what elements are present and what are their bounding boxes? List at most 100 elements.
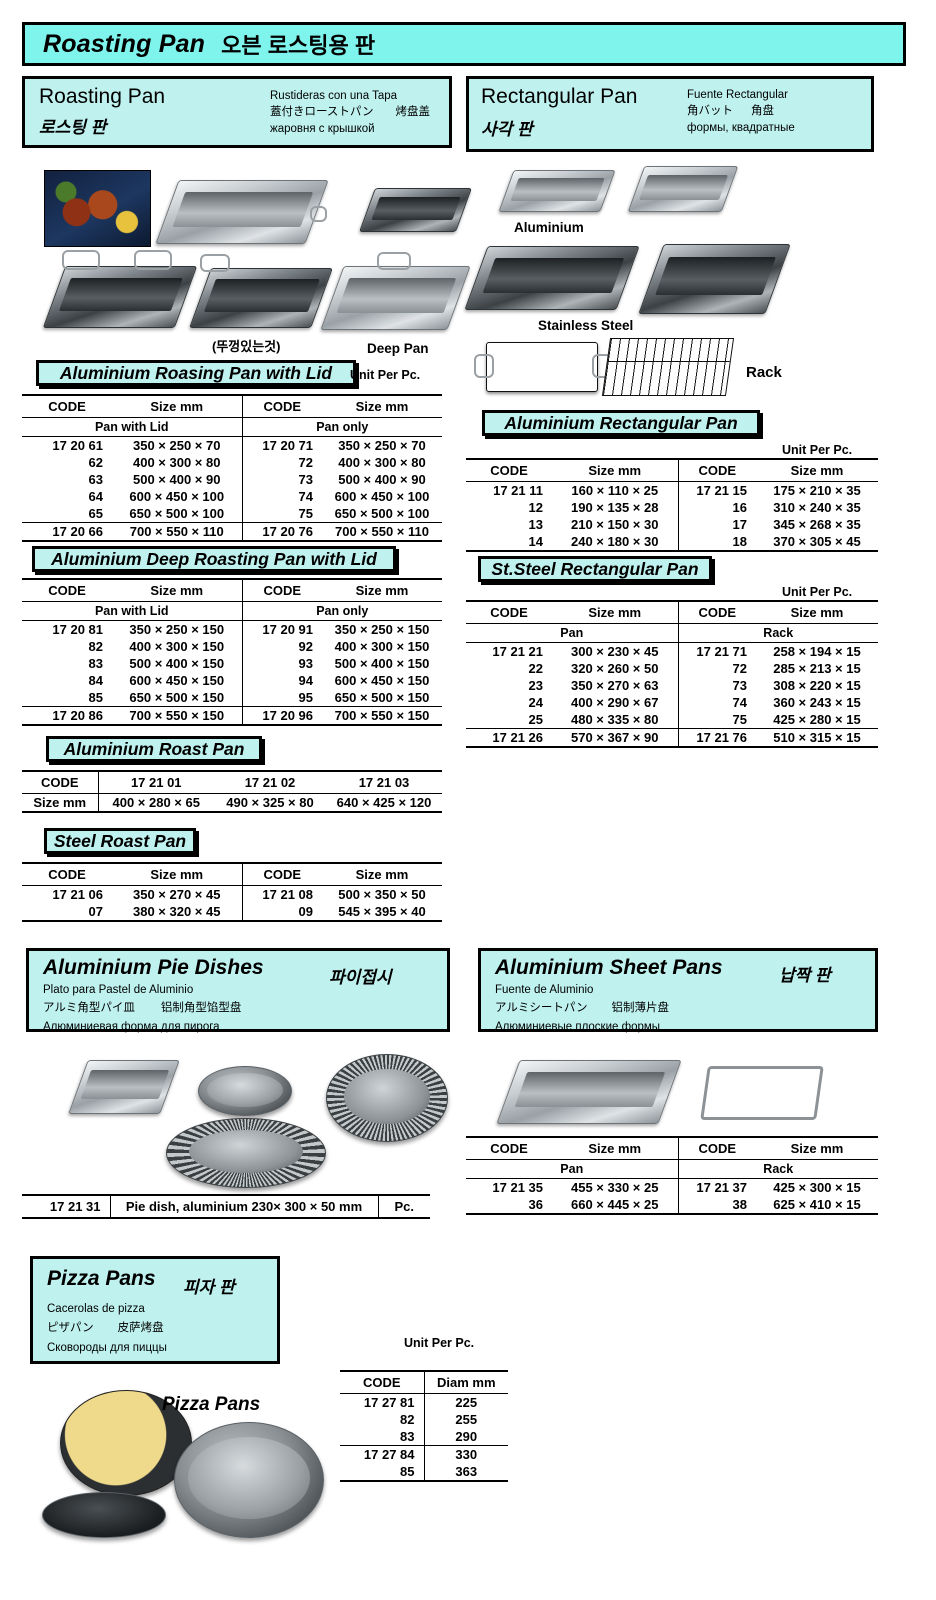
cell-code: 13 [528, 517, 543, 532]
table-row: 25 480 × 335 × 80 75 425 × 280 × 15 [466, 711, 878, 729]
page-banner: Roasting Pan 오븐 로스팅용 판 [22, 22, 906, 66]
cell-code: 17 21 01 [97, 770, 214, 794]
cell-code: 17 21 08 [241, 885, 322, 903]
stainless-steel-label: Stainless Steel [538, 318, 634, 333]
pizza-pans-label: Pizza Pans [162, 1394, 261, 1415]
cell-size: 500 × 400 × 90 [133, 472, 221, 487]
cell-code: 12 [528, 500, 543, 515]
th-code-2: CODE [677, 458, 756, 482]
table-alu-roasting-lid: CODE Size mm CODE Size mm Pan with Lid P… [22, 394, 442, 542]
table-row: 13 210 × 150 × 30 17 345 × 268 × 35 [466, 516, 878, 533]
cell-description: Pie dish, aluminium 230× 300 × 50 mm [109, 1194, 378, 1219]
cell-code: 17 21 02 [214, 770, 326, 794]
section-pizza-cn: 皮萨烤盘 [117, 1322, 164, 1335]
section-rect-es: Fuente Rectangular [687, 89, 789, 101]
cell-size: 400 × 280 × 65 [97, 793, 214, 813]
cell-code: 83 [400, 1429, 415, 1444]
section-roasting-jp: 蓋付きローストパン [270, 106, 374, 119]
cell-size: 308 × 220 × 15 [773, 678, 861, 693]
cell-code: 83 [88, 656, 103, 671]
table-row: 07 380 × 320 × 45 09 545 × 395 × 40 [22, 903, 442, 922]
th-size-1: Size mm [112, 394, 242, 418]
th-code: CODE [22, 770, 98, 794]
table-row: 62 400 × 300 × 80 72 400 × 300 × 80 [22, 454, 442, 471]
cell-code: 17 21 37 [677, 1178, 756, 1196]
cell-code: 74 [677, 694, 756, 711]
th-size-2: Size mm [322, 862, 442, 886]
section-roasting-cn: 烤盘盖 [395, 106, 431, 119]
cell-code: 14 [466, 533, 552, 552]
cell-size: 285 × 213 × 15 [773, 661, 861, 676]
cell-diam: 225 [423, 1393, 508, 1411]
section-sheet-title-en: Aluminium Sheet Pans [495, 956, 723, 979]
cell-size: 570 × 367 × 90 [552, 728, 678, 748]
cell-code: 18 [677, 533, 756, 552]
cell-code: 17 21 76 [677, 728, 756, 748]
table-row: 83 500 × 400 × 150 93 500 × 400 × 150 [22, 655, 442, 672]
cell-code: 38 [677, 1196, 756, 1215]
deep-pan-with-lid-photo [320, 266, 471, 330]
stainless-rect-pan-1-photo [464, 246, 640, 310]
deep-pan-label: Deep Pan [367, 341, 429, 356]
cell-size: 500 × 350 × 50 [338, 887, 426, 902]
cell-size: 350 × 250 × 150 [129, 622, 225, 637]
foil-pie-dish-large-photo [326, 1054, 448, 1142]
table-row: 17 27 84 330 [340, 1445, 508, 1463]
cell-code: 36 [466, 1196, 552, 1215]
group-rack: Rack [677, 1159, 878, 1179]
table-row: 17 20 81 350 × 250 × 150 17 20 91 350 × … [22, 620, 442, 638]
table-pizza-pans: CODE Diam mm 17 27 81 225 82 255 83 290 … [340, 1370, 508, 1482]
cell-code: 22 [528, 661, 543, 676]
table-row: 12 190 × 135 × 28 16 310 × 240 × 35 [466, 499, 878, 516]
table-row: 82 400 × 300 × 150 92 400 × 300 × 150 [22, 638, 442, 655]
group-pan: Pan [466, 1159, 678, 1179]
table-title-steel-roast-pan: Steel Roast Pan [44, 828, 196, 854]
cell-size: 400 × 300 × 80 [338, 455, 426, 470]
cell-size: 350 × 270 × 45 [133, 887, 221, 902]
section-pizza-title-en: Pizza Pans [47, 1267, 156, 1290]
cell-code: 17 20 61 [52, 438, 103, 453]
table-alu-roast-pan: CODE 17 21 01 17 21 02 17 21 03 Size mm … [22, 770, 442, 813]
cell-diam: 330 [423, 1445, 508, 1463]
cell-size: 425 × 300 × 15 [773, 1180, 861, 1195]
section-pie-cn: 铝制角型馅型盘 [160, 1002, 242, 1015]
cell-size: 310 × 240 × 35 [773, 500, 861, 515]
cell-code: 17 20 96 [241, 706, 322, 726]
cell-size: 500 × 400 × 150 [129, 656, 225, 671]
pizza-pan-dark-photo [42, 1492, 166, 1538]
group-pan-with-lid: Pan with Lid [22, 417, 242, 437]
pie-dish-photo-group [26, 1040, 456, 1190]
table-row: 17 21 06 350 × 270 × 45 17 21 08 500 × 3… [22, 885, 442, 903]
table-row: 17 21 26 570 × 367 × 90 17 21 76 510 × 3… [466, 728, 878, 748]
cell-size: 190 × 135 × 28 [571, 500, 659, 515]
rack-handle-left-icon [62, 250, 100, 270]
section-roasting-title-en: Roasting Pan [39, 85, 166, 108]
cell-code: 24 [528, 695, 543, 710]
th-code-2: CODE [241, 394, 322, 418]
group-rack: Rack [677, 623, 878, 643]
table-row: 85 363 [340, 1463, 508, 1482]
deep-pan-lid-photo [358, 188, 473, 232]
pizza-pan-deep-photo [174, 1422, 324, 1538]
group-pan: Pan [466, 623, 678, 643]
cell-size: 175 × 210 × 35 [773, 483, 861, 498]
cell-code: 73 [241, 471, 322, 488]
section-rect-jp: 角バット [687, 105, 733, 118]
sheet-pan-rack-photo [700, 1066, 824, 1120]
cell-size: 210 × 150 × 30 [571, 517, 659, 532]
cell-code: 74 [241, 488, 322, 505]
cell-size: 650 × 500 × 100 [334, 506, 430, 521]
cell-code: 62 [88, 455, 103, 470]
cell-code: 17 21 35 [492, 1180, 543, 1195]
cell-size: 320 × 260 × 50 [571, 661, 659, 676]
cell-size: 660 × 445 × 25 [552, 1196, 678, 1215]
th-code-1: CODE [466, 1136, 552, 1160]
cell-code: 63 [88, 472, 103, 487]
cell-size: 350 × 250 × 70 [338, 438, 426, 453]
cell-size: 400 × 290 × 67 [571, 695, 659, 710]
cell-code: 17 27 84 [340, 1445, 424, 1463]
th-size: Size mm [22, 793, 98, 813]
section-roasting-ru: жаровня с крышкой [270, 122, 375, 135]
cell-size: 600 × 450 × 150 [334, 673, 430, 688]
